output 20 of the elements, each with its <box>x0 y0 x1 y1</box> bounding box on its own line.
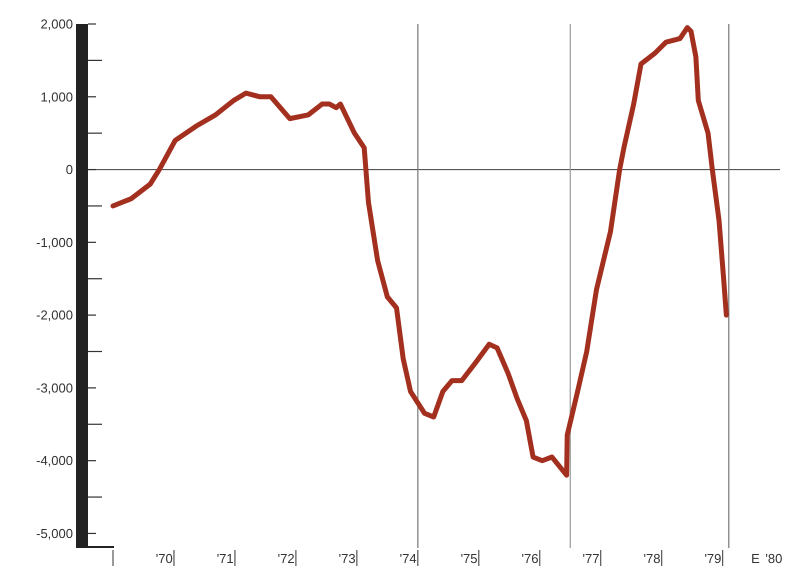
x-tick-label: '78 <box>643 551 660 566</box>
x-tick-label: '70 <box>156 551 173 566</box>
x-tick-label: '74 <box>400 551 417 566</box>
x-tick-label: '71 <box>216 551 234 566</box>
y-tick-label: -5,000 <box>36 526 73 541</box>
y-tick-label: -1,000 <box>36 234 73 250</box>
y-tick-label: -4,000 <box>36 453 73 468</box>
y-tick-label: -3,000 <box>36 380 73 396</box>
x-tick-label: '77 <box>582 551 600 566</box>
x-tick-label: '73 <box>338 551 356 566</box>
x-tick-label: '80 <box>765 551 782 566</box>
x-tick-label: '72 <box>278 551 295 566</box>
x-tick-label: '75 <box>460 551 478 566</box>
x-tick-label: '79 <box>704 551 722 566</box>
y-tick-label: 0 <box>66 162 73 178</box>
y-tick-label: 1,000 <box>40 89 73 104</box>
y-tick-label: -2,000 <box>36 308 73 323</box>
y-tick-label: 2,000 <box>40 16 73 32</box>
x-tick-label: '76 <box>522 551 539 566</box>
text: E <box>751 551 760 566</box>
